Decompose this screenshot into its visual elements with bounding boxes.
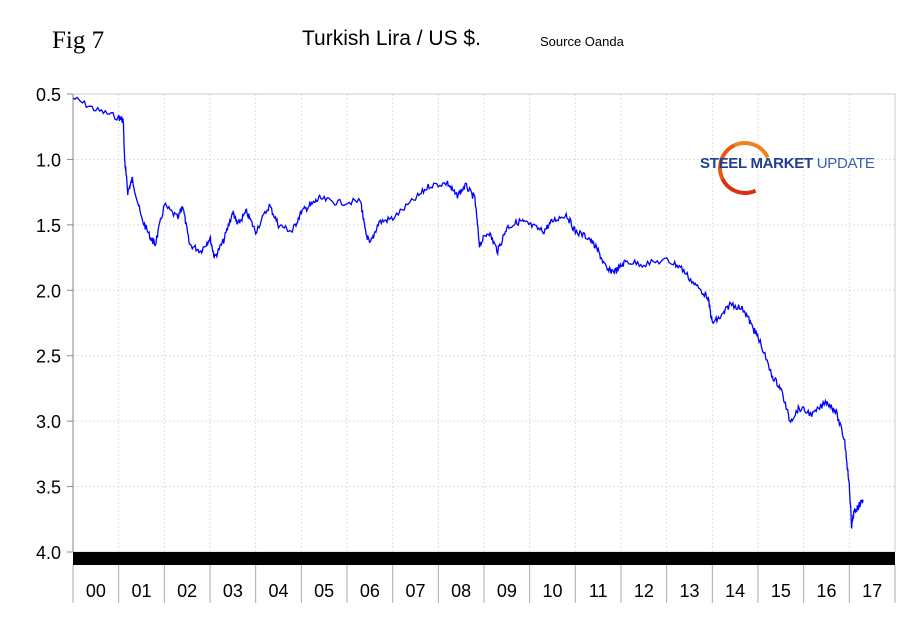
chart-title: Turkish Lira / US $. <box>302 27 481 50</box>
x-tick-label: 06 <box>360 581 380 601</box>
x-tick-label: 03 <box>223 581 243 601</box>
y-tick-label: 1.0 <box>36 150 61 170</box>
y-tick-label: 2.0 <box>36 281 61 301</box>
x-tick-label: 04 <box>268 581 288 601</box>
data-line <box>72 96 864 529</box>
x-tick-label: 08 <box>451 581 471 601</box>
y-tick-label: 3.5 <box>36 478 61 498</box>
x-tick-label: 05 <box>314 581 334 601</box>
x-tick-label: 10 <box>542 581 562 601</box>
source-note: Source Oanda <box>540 34 624 49</box>
logo: STEEL MARKET UPDATE <box>700 155 875 172</box>
x-tick-label: 07 <box>405 581 425 601</box>
x-tick-label: 16 <box>816 581 836 601</box>
x-tick-label: 12 <box>634 581 654 601</box>
logo-text-2: MARKET <box>750 155 813 172</box>
y-tick-label: 3.0 <box>36 412 61 432</box>
x-tick-label: 02 <box>177 581 197 601</box>
x-tick-label: 09 <box>497 581 517 601</box>
y-tick-label: 4.0 <box>36 543 61 563</box>
y-tick-label: 1.5 <box>36 216 61 236</box>
x-tick-label: 13 <box>679 581 699 601</box>
x-axis-bar <box>73 552 895 565</box>
x-tick-label: 17 <box>862 581 882 601</box>
figure-label: Fig 7 <box>52 27 105 54</box>
x-tick-label: 15 <box>771 581 791 601</box>
x-tick-label: 14 <box>725 581 745 601</box>
y-tick-label: 0.5 <box>36 85 61 105</box>
y-tick-label: 2.5 <box>36 347 61 367</box>
x-tick-label: 01 <box>131 581 151 601</box>
logo-text-3: UPDATE <box>816 155 875 172</box>
x-tick-label: 00 <box>86 581 106 601</box>
logo-text-1: STEEL <box>700 155 747 172</box>
x-tick-label: 11 <box>589 581 608 601</box>
